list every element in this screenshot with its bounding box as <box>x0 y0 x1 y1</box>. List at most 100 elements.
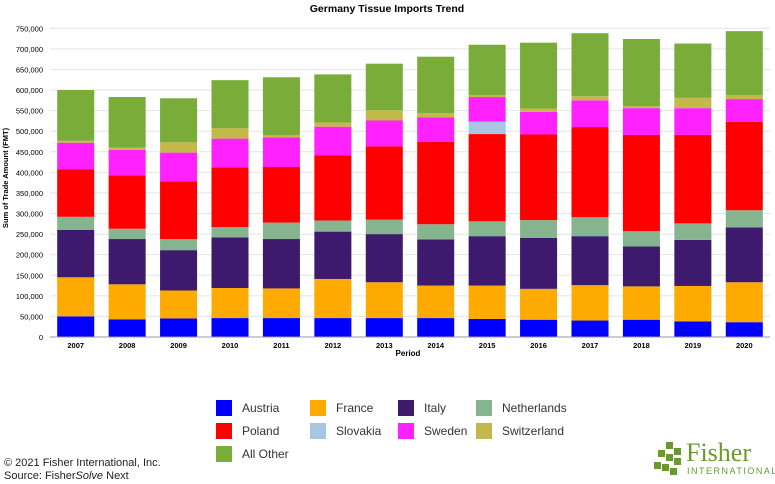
y-tick-label: 750,000 <box>16 24 43 33</box>
y-tick-label: 650,000 <box>16 65 43 74</box>
y-tick-label: 50,000 <box>20 312 43 321</box>
bar-segment-poland-2010 <box>211 167 249 228</box>
x-tick-label: 2008 <box>119 341 136 350</box>
bar-segment-italy-2015 <box>468 236 506 286</box>
bar-segment-netherlands-2012 <box>314 220 352 232</box>
bar-segment-netherlands-2017 <box>571 217 609 237</box>
bar-segment-italy-2019 <box>674 239 712 286</box>
bar-segment-austria-2008 <box>108 319 146 337</box>
bar-segment-austria-2017 <box>571 320 609 337</box>
bar-segment-italy-2008 <box>108 239 146 285</box>
fisher-logo: Fisher INTERNATIONAL <box>654 438 775 480</box>
gridlines <box>50 27 770 338</box>
bar-segment-sweden-2016 <box>520 111 558 135</box>
legend-label: Slovakia <box>336 424 382 438</box>
bar-segment-all-other-2010 <box>211 80 249 129</box>
bar-segment-sweden-2010 <box>211 138 249 168</box>
x-axis-ticks: 2007 2008 2009 2010 2011 2012 2013 2014 2015 2016… <box>67 341 752 350</box>
bar-segment-france-2016 <box>520 288 558 320</box>
bar-segment-switzerland-2013 <box>365 110 403 121</box>
legend-swatch <box>476 423 492 439</box>
y-axis-label: Sum of Trade Amount (FMT) <box>1 127 10 228</box>
legend-label: Austria <box>242 401 280 415</box>
bar-segment-switzerland-2014 <box>417 113 455 118</box>
bar-segment-france-2015 <box>468 285 506 319</box>
bar-segment-austria-2012 <box>314 318 352 337</box>
bar-segment-netherlands-2020 <box>725 210 763 228</box>
y-tick-label: 350,000 <box>16 189 43 198</box>
y-tick-label: 250,000 <box>16 230 43 239</box>
bar-segment-italy-2007 <box>57 229 95 278</box>
bar-segment-italy-2009 <box>160 250 198 291</box>
x-tick-label: 2019 <box>685 341 702 350</box>
bar-segment-france-2018 <box>622 286 660 320</box>
legend-item-sweden: Sweden <box>398 423 467 439</box>
y-tick-label: 600,000 <box>16 86 43 95</box>
copyright-text: © 2021 Fisher International, Inc. <box>4 457 161 469</box>
legend-label: Sweden <box>424 424 468 438</box>
bar-segment-sweden-2009 <box>160 152 198 182</box>
bar-segment-switzerland-2012 <box>314 122 352 127</box>
bar-segment-switzerland-2015 <box>468 94 506 98</box>
bar-segment-all-other-2019 <box>674 43 712 98</box>
bar-segment-france-2009 <box>160 290 198 319</box>
x-tick-label: 2010 <box>222 341 239 350</box>
legend-item-italy: Italy <box>398 400 446 416</box>
y-tick-label: 100,000 <box>16 292 43 301</box>
source-text: Source: FisherSolve Next <box>4 470 161 483</box>
chart: Germany Tissue Imports Trend 0 50,000 100,… <box>1 3 770 358</box>
y-axis-ticks: 0 50,000 100,000 150,000 200,000 250,000 300,0… <box>16 24 43 342</box>
bar-segment-sweden-2020 <box>725 99 763 122</box>
bar-segment-poland-2020 <box>725 121 763 211</box>
y-tick-label: 450,000 <box>16 148 43 157</box>
bar-segment-france-2012 <box>314 278 352 319</box>
bar-segment-italy-2014 <box>417 239 455 286</box>
bar-segment-france-2020 <box>725 282 763 323</box>
logo-word: Fisher <box>686 438 751 467</box>
bar-segment-france-2007 <box>57 277 95 317</box>
bar-segment-sweden-2014 <box>417 117 455 142</box>
legend-swatch <box>398 400 414 416</box>
legend-swatch <box>310 400 326 416</box>
x-axis-label: Period <box>396 349 421 358</box>
bar-segment-netherlands-2008 <box>108 228 146 240</box>
bar-segment-all-other-2017 <box>571 33 609 97</box>
legend-swatch <box>216 423 232 439</box>
legend-label: France <box>336 401 374 415</box>
bar-segment-france-2017 <box>571 285 609 321</box>
legend-swatch <box>398 423 414 439</box>
bar-segment-italy-2012 <box>314 231 352 279</box>
y-tick-label: 150,000 <box>16 271 43 280</box>
legend: Austria France Italy Netherlands Poland Slova… <box>216 398 596 468</box>
legend-item-slovakia: Slovakia <box>310 423 381 439</box>
y-tick-label: 200,000 <box>16 251 43 260</box>
bar-segment-sweden-2015 <box>468 97 506 122</box>
bar-segment-poland-2012 <box>314 155 352 221</box>
source-italic: Solve <box>75 470 104 482</box>
bar-segment-poland-2016 <box>520 134 558 221</box>
bar-segment-italy-2013 <box>365 234 403 283</box>
bar-segment-switzerland-2011 <box>262 135 300 138</box>
bar-segment-italy-2011 <box>262 239 300 289</box>
legend-label: Poland <box>242 424 280 438</box>
bar-segment-sweden-2012 <box>314 126 352 156</box>
bar-segment-sweden-2019 <box>674 108 712 135</box>
bar-segment-italy-2018 <box>622 246 660 287</box>
bar-segment-all-other-2020 <box>725 31 763 95</box>
chart-title: Germany Tissue Imports Trend <box>310 3 464 15</box>
bar-segment-austria-2010 <box>211 318 249 337</box>
bar-segment-sweden-2007 <box>57 142 95 170</box>
legend-item-austria: Austria <box>216 400 279 416</box>
x-tick-label: 2009 <box>170 341 187 350</box>
bar-segment-switzerland-2017 <box>571 96 609 101</box>
bar-segment-all-other-2009 <box>160 98 198 143</box>
bar-segment-all-other-2008 <box>108 97 146 148</box>
legend-swatch <box>216 400 232 416</box>
bar-segment-switzerland-2009 <box>160 142 198 153</box>
x-tick-label: 2016 <box>530 341 547 350</box>
bar-segment-switzerland-2020 <box>725 94 763 100</box>
bars <box>57 31 763 337</box>
bar-segment-poland-2017 <box>571 127 609 218</box>
bar-segment-france-2008 <box>108 284 146 320</box>
x-tick-label: 2018 <box>633 341 650 350</box>
